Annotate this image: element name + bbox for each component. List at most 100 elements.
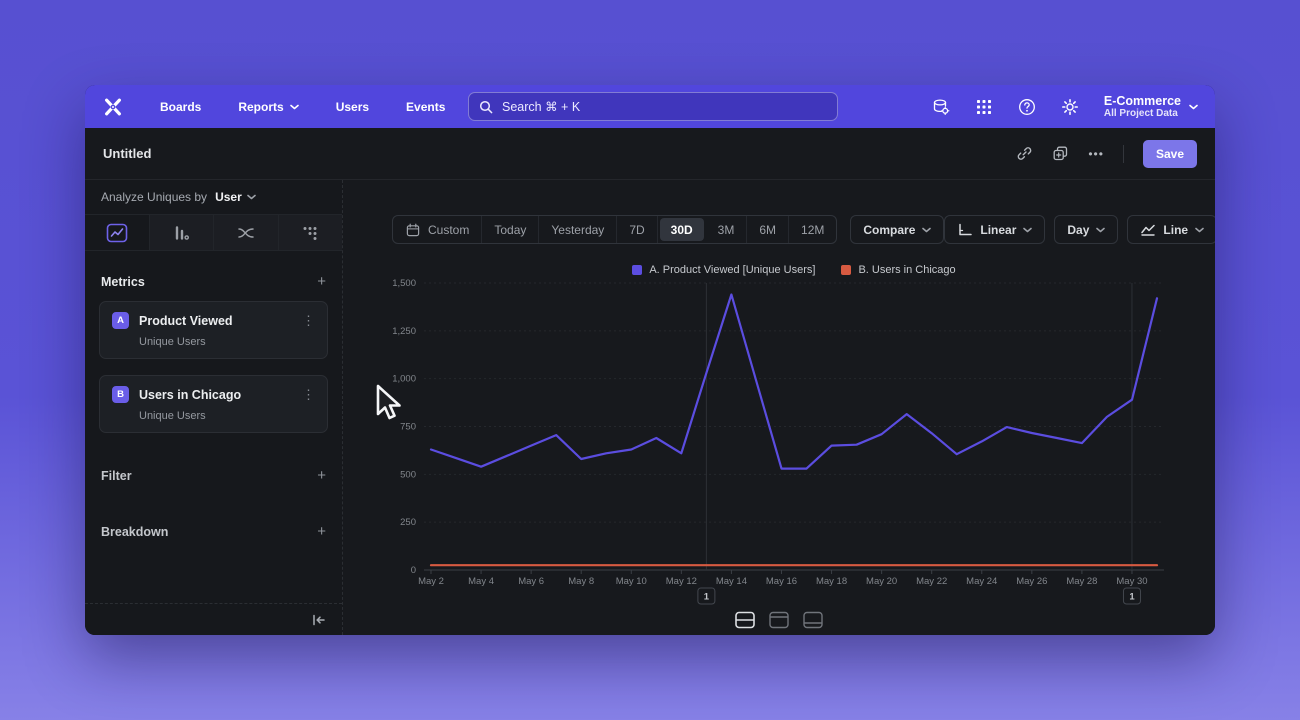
chevron-down-icon [1195,227,1204,232]
tab-bar-chart[interactable] [149,215,214,250]
svg-text:May 16: May 16 [766,576,797,587]
metrics-label: Metrics [101,274,145,289]
add-breakdown-button[interactable]: + [317,523,326,540]
legend-label: A. Product Viewed [Unique Users] [649,264,816,276]
tab-insights[interactable] [85,215,150,250]
chevron-down-icon [289,104,299,109]
report-title[interactable]: Untitled [103,146,152,161]
more-actions-icon[interactable]: ••• [1088,146,1104,161]
duplicate-icon[interactable] [1052,145,1069,162]
svg-text:750: 750 [400,422,416,433]
tab-retention[interactable] [278,215,342,250]
search-input[interactable]: Search ⌘ + K [468,92,838,121]
add-metric-button[interactable]: + [317,273,326,290]
range-button-custom[interactable]: Custom [393,216,483,243]
layout-split-button[interactable] [735,611,756,629]
sidebar-footer [85,603,342,635]
range-label: 12M [801,222,825,237]
divider [1122,144,1124,163]
range-label: 3M [717,222,735,237]
add-filter-button[interactable]: + [317,467,326,484]
nav-item-events[interactable]: Events [406,100,445,114]
svg-text:1: 1 [704,592,710,603]
date-range-segmented-control: Custom Today Yesterday 7D 30D 3M 6M 12M [392,215,838,244]
analyze-entity-dropdown[interactable]: User [215,190,256,204]
svg-text:May 2: May 2 [418,576,444,587]
svg-text:May 20: May 20 [866,576,897,587]
analyze-value: User [215,190,242,204]
svg-text:250: 250 [400,517,416,528]
svg-text:May 12: May 12 [666,576,697,587]
settings-gear-icon[interactable] [1061,98,1079,116]
range-label: 7D [629,222,645,237]
chart-type-tabs [85,215,342,251]
range-button-6m[interactable]: 6M [747,216,790,243]
metric-card[interactable]: B Users in Chicago ⋮ Unique Users [99,375,328,433]
compare-dropdown[interactable]: Compare [850,215,945,244]
svg-text:May 10: May 10 [616,576,647,587]
data-management-icon[interactable] [932,98,950,116]
project-scope: All Project Data [1103,108,1178,119]
mixpanel-logo-icon[interactable] [102,96,124,118]
scale-dropdown[interactable]: Linear [944,215,1046,244]
analyze-row: Analyze Uniques by User [85,180,342,215]
metric-card[interactable]: A Product Viewed ⋮ Unique Users [99,301,328,359]
scale-label: Linear [980,222,1017,237]
line-chart-icon [1141,224,1156,236]
line-chart[interactable]: 0 250 500 750 1,000 1,250 1,500 1 1 May 2 May 4 May… [343,180,1214,635]
chevron-down-icon [1189,104,1198,109]
legend-label: B. Users in Chicago [858,264,956,276]
range-button-12m[interactable]: 12M [789,216,836,243]
layout-chart-button[interactable] [769,611,790,629]
legend-swatch [632,265,643,275]
compare-label: Compare [863,222,916,237]
metric-measure[interactable]: Unique Users [139,410,206,422]
legend-item-series-b[interactable]: B. Users in Chicago [841,264,956,276]
metric-menu-icon[interactable]: ⋮ [302,312,315,328]
metric-menu-icon[interactable]: ⋮ [302,386,315,402]
nav-item-label: Boards [160,99,202,114]
chevron-down-icon [246,194,256,200]
svg-text:1,250: 1,250 [392,326,416,337]
svg-text:May 24: May 24 [966,576,997,587]
nav-item-reports[interactable]: Reports [238,99,299,114]
metric-measure[interactable]: Unique Users [139,336,206,348]
report-header: Untitled ••• Save [85,128,1215,180]
range-label: Custom [428,222,470,237]
collapse-sidebar-icon[interactable] [311,613,326,627]
chart-panel: Custom Today Yesterday 7D 30D 3M 6M 12M … [343,180,1215,635]
svg-text:May 28: May 28 [1066,576,1097,587]
nav-item-boards[interactable]: Boards [160,100,201,114]
metrics-section-header: Metrics + [85,273,342,290]
range-button-today[interactable]: Today [482,216,540,243]
insights-chart-icon [106,223,128,242]
interval-label: Day [1067,222,1090,237]
nav-item-label: Events [406,99,446,114]
chevron-down-icon [922,227,932,232]
svg-text:0: 0 [411,565,416,576]
linear-axis-icon [959,223,973,235]
tab-flow[interactable] [214,215,279,250]
share-link-icon[interactable] [1016,145,1033,162]
range-button-30d[interactable]: 30D [659,218,704,241]
layout-table-button[interactable] [803,611,824,629]
app-window: Boards Reports Users Events Search ⌘ + K [85,85,1215,635]
chart-style-label: Line [1163,222,1189,237]
nav-item-label: Reports [238,99,284,114]
range-button-7d[interactable]: 7D [617,216,658,243]
calendar-icon [406,223,420,236]
nav-item-users[interactable]: Users [336,100,369,114]
interval-dropdown[interactable]: Day [1054,215,1119,244]
retention-dots-icon [303,226,317,240]
help-icon[interactable] [1018,98,1036,116]
project-selector[interactable]: E-Commerce All Project Data [1104,94,1198,119]
apps-grid-icon[interactable] [975,98,993,116]
metric-name: Users in Chicago [139,387,242,402]
chart-style-dropdown[interactable]: Line [1127,215,1215,244]
save-button[interactable]: Save [1142,139,1197,168]
range-button-yesterday[interactable]: Yesterday [539,216,618,243]
range-button-3m[interactable]: 3M [706,216,748,243]
svg-text:1,000: 1,000 [392,374,416,385]
range-label: 6M [759,222,777,237]
legend-item-series-a[interactable]: A. Product Viewed [Unique Users] [632,264,815,276]
